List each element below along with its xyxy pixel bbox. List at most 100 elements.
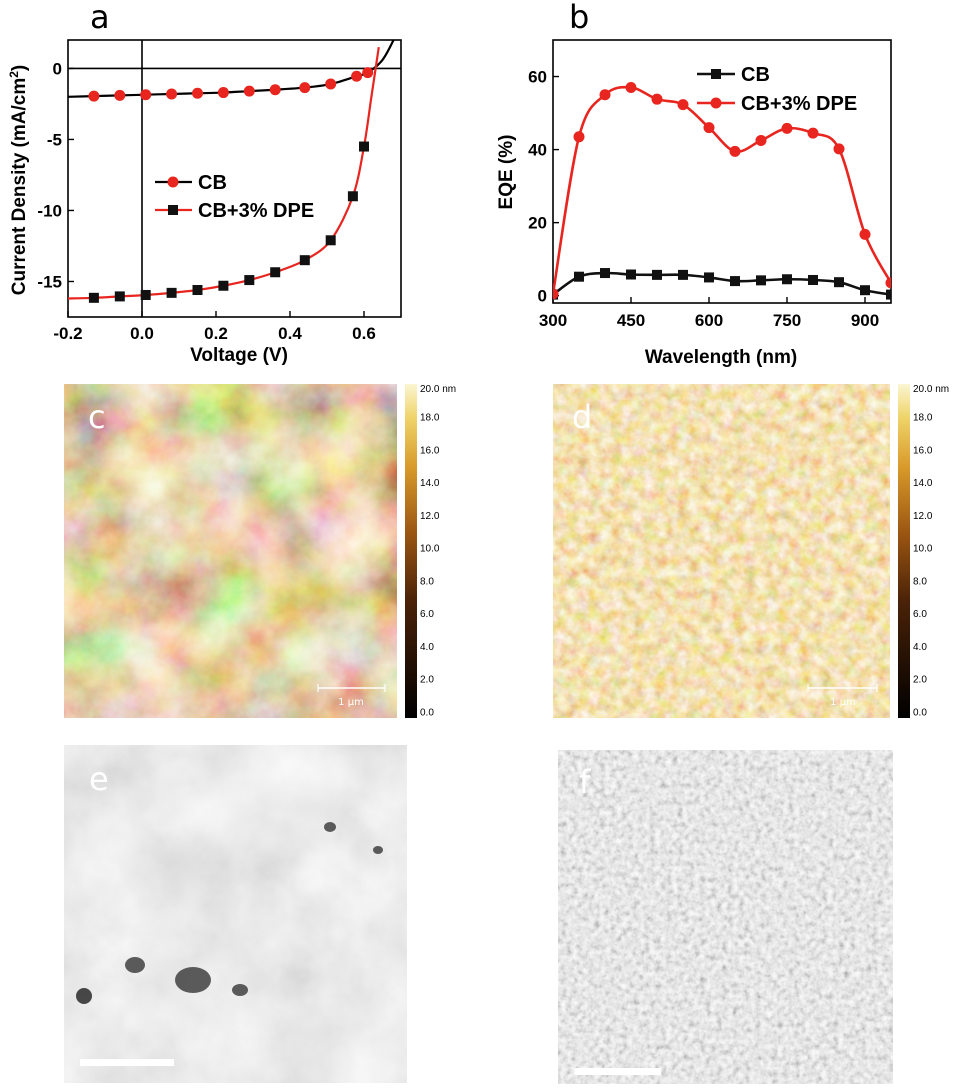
eqe-point-cb (600, 268, 610, 279)
eqe-y-tick-label: 60 (528, 68, 547, 87)
jv-y-tick-label: 0 (53, 59, 62, 78)
colorbar-tick-label: 4.0 (913, 642, 927, 653)
eqe-point-cb-dpe (651, 93, 663, 105)
eqe-point-cb-dpe (781, 122, 793, 134)
jv-point-cb (269, 84, 281, 96)
eqe-y-tick-label: 0 (538, 287, 547, 306)
jv-point-cb-dpe (192, 285, 203, 296)
eqe-x-tick-label: 450 (617, 311, 645, 330)
tem-e-micrograph (64, 745, 407, 1083)
jv-x-tick-label: 0.2 (204, 324, 228, 343)
eqe-chart: 300 450 600 750 900 0 20 40 60 CB CB+3% DPE Wavel… (496, 39, 892, 368)
eqe-x-tick-label: 900 (851, 311, 879, 330)
colorbar-tick-label: 14.0 (420, 478, 440, 489)
eqe-point-cb (678, 269, 688, 280)
jv-point-cb (88, 90, 100, 102)
jv-x-tick-label: 0.4 (278, 324, 302, 343)
eqe-point-cb-dpe (599, 89, 611, 101)
eqe-point-cb-dpe (703, 122, 715, 134)
afm-c-topography (64, 384, 397, 718)
jv-legend-label: CB+3% DPE (198, 200, 314, 222)
afm-d-scalebar-label: 1 μm (830, 697, 856, 708)
tem-f-micrograph (558, 750, 893, 1084)
eqe-point-cb-dpe (553, 288, 559, 300)
panel-label-d: d (572, 398, 592, 436)
eqe-plot-frame (552, 39, 892, 304)
tem-f-scalebar (575, 1068, 661, 1075)
colorbar-tick-label: 16.0 (420, 445, 440, 456)
eqe-point-cb-dpe (885, 277, 891, 289)
colorbar-tick-label: 8.0 (913, 576, 927, 587)
afm-image-d: d 1 μm 20.0 nm 18.0 16.0 14.0 12.0 10.0 8.0 6.0… (553, 384, 949, 718)
eqe-point-cb (730, 276, 740, 287)
colorbar-top-label: 20.0 nm (420, 384, 456, 395)
jv-point-cb (362, 67, 374, 79)
jv-point-cb-dpe (347, 191, 358, 202)
eqe-point-cb-dpe (807, 127, 819, 139)
jv-y-tick-label: -10 (37, 201, 62, 220)
eqe-point-cb-dpe (859, 228, 871, 240)
colorbar-tick-label: 14.0 (913, 478, 933, 489)
eqe-point-cb (808, 274, 818, 285)
colorbar-tick-label: 4.0 (420, 642, 434, 653)
eqe-point-cb (886, 289, 891, 300)
jv-point-cb (217, 87, 229, 99)
afm-d-colorbar: 20.0 nm 18.0 16.0 14.0 12.0 10.0 8.0 6.0 4.0 2.0 0… (898, 384, 949, 718)
jv-y-tick-label: -15 (37, 272, 62, 291)
jv-y-axis-label-main: Current Density (mA/cm (9, 78, 30, 296)
eqe-point-cb-dpe (625, 81, 637, 93)
colorbar-tick-label: 2.0 (913, 675, 927, 686)
panel-label-a: a (90, 0, 110, 36)
eqe-x-tick-label: 600 (695, 311, 723, 330)
eqe-x-tick-label: 750 (773, 311, 801, 330)
tem-e-dark-domains (76, 822, 383, 1004)
eqe-legend: CB CB+3% DPE (697, 64, 857, 115)
jv-point-cb-dpe (270, 267, 281, 278)
tem-image-f: f (558, 750, 893, 1084)
colorbar-tick-label: 18.0 (913, 413, 933, 424)
colorbar-tick-label: 0.0 (913, 707, 927, 718)
eqe-legend-label: CB (741, 64, 770, 86)
colorbar-tick-label: 8.0 (420, 576, 434, 587)
eqe-legend-label: CB+3% DPE (741, 93, 857, 115)
jv-point-cb (325, 78, 337, 90)
jv-y-axis-label-sup: 2 (7, 71, 21, 78)
jv-point-cb-dpe (359, 141, 369, 152)
eqe-point-cb-dpe (573, 131, 585, 143)
jv-point-cb-dpe (218, 280, 229, 291)
jv-x-tick-label: -0.2 (53, 324, 82, 343)
jv-y-axis-label-close: ) (9, 65, 30, 71)
eqe-legend-marker (711, 69, 721, 79)
eqe-x-axis-label: Wavelength (nm) (645, 347, 797, 368)
colorbar-tick-label: 6.0 (420, 609, 434, 620)
colorbar-tick-label: 6.0 (913, 609, 927, 620)
panel-label-e: e (89, 760, 109, 798)
jv-point-cb (192, 87, 203, 99)
eqe-point-cb (782, 274, 792, 285)
eqe-point-cb (756, 275, 766, 286)
afm-image-c: c 1 μm 20.0 nm 18.0 16.0 14.0 12.0 10.0 8.0 6.0… (64, 384, 456, 718)
eqe-point-cb (626, 269, 636, 280)
tem-image-e: e (64, 745, 407, 1083)
eqe-point-cb (860, 285, 870, 296)
eqe-point-cb (834, 277, 844, 288)
colorbar-tick-label: 16.0 (913, 445, 933, 456)
panel-label-f: f (579, 763, 591, 801)
jv-y-axis-label: Current Density (mA/cm2) (7, 65, 30, 296)
jv-point-cb-dpe (88, 292, 99, 303)
colorbar-tick-label: 12.0 (913, 511, 933, 522)
afm-d-scalebar: 1 μm (807, 684, 878, 708)
eqe-point-cb (704, 272, 714, 283)
eqe-point-cb-dpe (833, 143, 845, 155)
eqe-y-tick-label: 40 (528, 141, 547, 160)
colorbar-tick-label: 10.0 (913, 544, 933, 555)
eqe-point-cb (574, 271, 584, 282)
tem-e-scalebar (80, 1059, 174, 1066)
eqe-point-cb-dpe (755, 134, 767, 146)
jv-point-cb-dpe (166, 287, 177, 298)
jv-legend-marker (168, 205, 178, 215)
jv-point-cb (166, 88, 178, 100)
afm-c-colorbar: 20.0 nm 18.0 16.0 14.0 12.0 10.0 8.0 6.0 4.0 2.0 0… (405, 384, 456, 718)
jv-legend: CB CB+3% DPE (155, 172, 314, 222)
